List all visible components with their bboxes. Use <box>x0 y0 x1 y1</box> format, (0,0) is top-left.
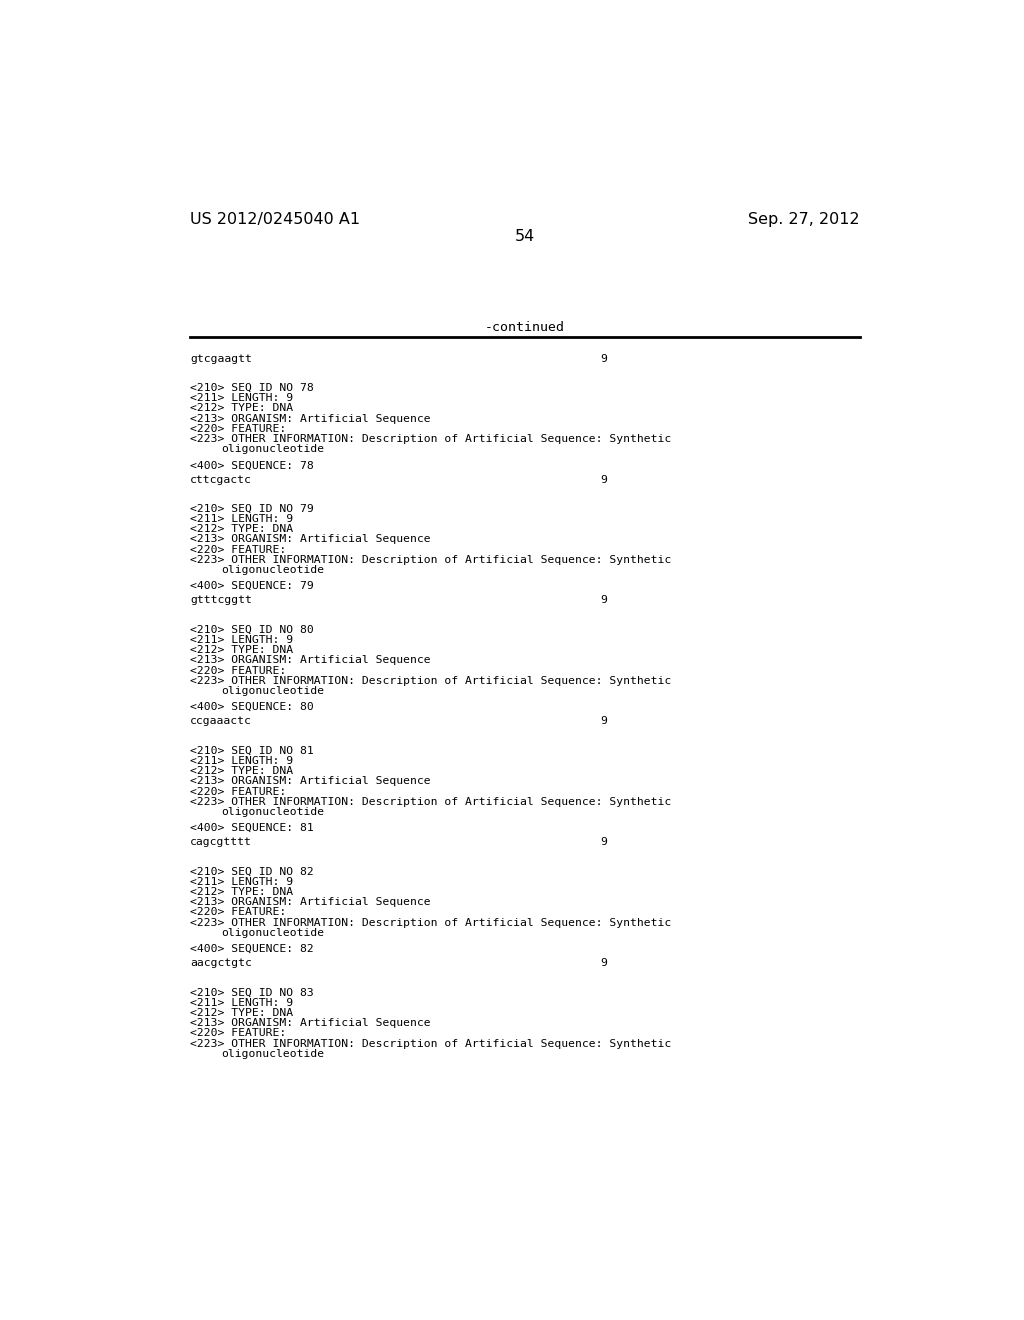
Text: gtcgaagtt: gtcgaagtt <box>189 354 252 363</box>
Text: <220> FEATURE:: <220> FEATURE: <box>189 787 286 796</box>
Text: <223> OTHER INFORMATION: Description of Artificial Sequence: Synthetic: <223> OTHER INFORMATION: Description of … <box>189 434 671 444</box>
Text: 9: 9 <box>600 474 607 484</box>
Text: gtttcggtt: gtttcggtt <box>189 595 252 606</box>
Text: <400> SEQUENCE: 82: <400> SEQUENCE: 82 <box>189 944 313 954</box>
Text: <212> TYPE: DNA: <212> TYPE: DNA <box>189 645 293 655</box>
Text: <223> OTHER INFORMATION: Description of Artificial Sequence: Synthetic: <223> OTHER INFORMATION: Description of … <box>189 676 671 686</box>
Text: <212> TYPE: DNA: <212> TYPE: DNA <box>189 1008 293 1018</box>
Text: <211> LENGTH: 9: <211> LENGTH: 9 <box>189 515 293 524</box>
Text: Sep. 27, 2012: Sep. 27, 2012 <box>749 213 860 227</box>
Text: <213> ORGANISM: Artificial Sequence: <213> ORGANISM: Artificial Sequence <box>189 898 430 907</box>
Text: <213> ORGANISM: Artificial Sequence: <213> ORGANISM: Artificial Sequence <box>189 776 430 787</box>
Text: <212> TYPE: DNA: <212> TYPE: DNA <box>189 766 293 776</box>
Text: <212> TYPE: DNA: <212> TYPE: DNA <box>189 524 293 535</box>
Text: -continued: -continued <box>484 321 565 334</box>
Text: oligonucleotide: oligonucleotide <box>221 928 325 937</box>
Text: 9: 9 <box>600 595 607 606</box>
Text: cagcgtttt: cagcgtttt <box>189 837 252 847</box>
Text: <223> OTHER INFORMATION: Description of Artificial Sequence: Synthetic: <223> OTHER INFORMATION: Description of … <box>189 797 671 807</box>
Text: oligonucleotide: oligonucleotide <box>221 444 325 454</box>
Text: <223> OTHER INFORMATION: Description of Artificial Sequence: Synthetic: <223> OTHER INFORMATION: Description of … <box>189 554 671 565</box>
Text: <210> SEQ ID NO 81: <210> SEQ ID NO 81 <box>189 746 313 756</box>
Text: 9: 9 <box>600 717 607 726</box>
Text: <220> FEATURE:: <220> FEATURE: <box>189 424 286 434</box>
Text: oligonucleotide: oligonucleotide <box>221 1049 325 1059</box>
Text: ccgaaactc: ccgaaactc <box>189 717 252 726</box>
Text: <400> SEQUENCE: 81: <400> SEQUENCE: 81 <box>189 824 313 833</box>
Text: <211> LENGTH: 9: <211> LENGTH: 9 <box>189 876 293 887</box>
Text: <223> OTHER INFORMATION: Description of Artificial Sequence: Synthetic: <223> OTHER INFORMATION: Description of … <box>189 1039 671 1048</box>
Text: <212> TYPE: DNA: <212> TYPE: DNA <box>189 404 293 413</box>
Text: <220> FEATURE:: <220> FEATURE: <box>189 907 286 917</box>
Text: <211> LENGTH: 9: <211> LENGTH: 9 <box>189 998 293 1008</box>
Text: <211> LENGTH: 9: <211> LENGTH: 9 <box>189 635 293 645</box>
Text: <213> ORGANISM: Artificial Sequence: <213> ORGANISM: Artificial Sequence <box>189 535 430 544</box>
Text: oligonucleotide: oligonucleotide <box>221 807 325 817</box>
Text: <220> FEATURE:: <220> FEATURE: <box>189 545 286 554</box>
Text: <211> LENGTH: 9: <211> LENGTH: 9 <box>189 393 293 403</box>
Text: <220> FEATURE:: <220> FEATURE: <box>189 665 286 676</box>
Text: <210> SEQ ID NO 78: <210> SEQ ID NO 78 <box>189 383 313 393</box>
Text: 9: 9 <box>600 354 607 363</box>
Text: US 2012/0245040 A1: US 2012/0245040 A1 <box>189 213 360 227</box>
Text: <400> SEQUENCE: 78: <400> SEQUENCE: 78 <box>189 461 313 470</box>
Text: <213> ORGANISM: Artificial Sequence: <213> ORGANISM: Artificial Sequence <box>189 656 430 665</box>
Text: <212> TYPE: DNA: <212> TYPE: DNA <box>189 887 293 898</box>
Text: <400> SEQUENCE: 80: <400> SEQUENCE: 80 <box>189 702 313 713</box>
Text: <210> SEQ ID NO 83: <210> SEQ ID NO 83 <box>189 987 313 998</box>
Text: <210> SEQ ID NO 82: <210> SEQ ID NO 82 <box>189 867 313 876</box>
Text: <213> ORGANISM: Artificial Sequence: <213> ORGANISM: Artificial Sequence <box>189 1018 430 1028</box>
Text: cttcgactc: cttcgactc <box>189 474 252 484</box>
Text: oligonucleotide: oligonucleotide <box>221 686 325 696</box>
Text: <220> FEATURE:: <220> FEATURE: <box>189 1028 286 1039</box>
Text: <211> LENGTH: 9: <211> LENGTH: 9 <box>189 756 293 766</box>
Text: aacgctgtc: aacgctgtc <box>189 958 252 969</box>
Text: <213> ORGANISM: Artificial Sequence: <213> ORGANISM: Artificial Sequence <box>189 413 430 424</box>
Text: 9: 9 <box>600 958 607 969</box>
Text: oligonucleotide: oligonucleotide <box>221 565 325 576</box>
Text: 9: 9 <box>600 837 607 847</box>
Text: 54: 54 <box>515 228 535 243</box>
Text: <210> SEQ ID NO 80: <210> SEQ ID NO 80 <box>189 624 313 635</box>
Text: <223> OTHER INFORMATION: Description of Artificial Sequence: Synthetic: <223> OTHER INFORMATION: Description of … <box>189 917 671 928</box>
Text: <210> SEQ ID NO 79: <210> SEQ ID NO 79 <box>189 504 313 513</box>
Text: <400> SEQUENCE: 79: <400> SEQUENCE: 79 <box>189 581 313 591</box>
